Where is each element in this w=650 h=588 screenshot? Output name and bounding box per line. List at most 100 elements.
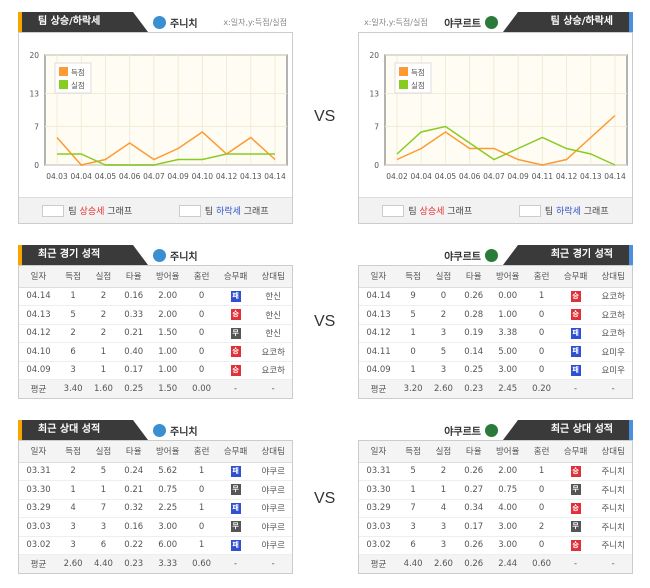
col-era: 방어율 (488, 441, 527, 463)
x-tick-label: 04.06 (459, 172, 481, 181)
cell-allowed: 2 (88, 324, 119, 343)
cell-runs: 3 (57, 536, 89, 555)
cell-hr: 2 (526, 517, 557, 537)
avg-hr: 0.60 (186, 554, 217, 573)
cell-avg: 0.33 (118, 305, 149, 325)
average-row: 평균 4.40 2.60 0.26 2.44 0.60- - (359, 554, 632, 573)
cell-allowed: 1 (88, 342, 119, 362)
cell-date: 04.11 (359, 342, 398, 362)
table-row: 04.09 3 1 0.17 1.00 0 승 요코하 (19, 361, 292, 380)
graph-icon (382, 205, 405, 218)
cell-hr: 0 (186, 342, 217, 362)
legend-label: 실점 (411, 80, 425, 90)
avg-allowed: 1.60 (88, 379, 119, 398)
result-badge: 무 (230, 484, 241, 496)
uptrend-graph-button[interactable]: 팀 상승세 그래프 (42, 204, 132, 218)
cell-result: 승 (556, 499, 595, 518)
team-name: 야쿠르트 (444, 248, 498, 263)
downtrend-graph-button[interactable]: 팀 하락세 그래프 (518, 204, 609, 218)
cell-runs: 5 (397, 305, 429, 325)
result-badge: 무 (570, 521, 581, 533)
cell-date: 03.31 (19, 462, 58, 481)
cell-result: 패 (216, 499, 255, 518)
x-tick-label: 04.09 (507, 172, 529, 181)
cell-era: 1.00 (488, 305, 527, 325)
section-title: 최근 경기 성적 (18, 245, 148, 265)
cell-result: 승 (556, 305, 595, 325)
cell-runs: 1 (397, 480, 429, 500)
table-row: 04.14 9 0 0.26 0.00 1 승 요코하 (359, 287, 632, 306)
cell-opponent: 한신 (254, 305, 292, 325)
series-line-score (56, 131, 276, 166)
cell-era: 1.00 (148, 361, 187, 380)
avg-runs: 3.40 (57, 379, 89, 398)
avg-avg: 0.23 (118, 554, 149, 573)
legend-swatch (399, 67, 408, 76)
cell-date: 04.13 (19, 305, 58, 325)
right-recent-panel: 최근 경기 성적 야쿠르트 일자 득점 실점 타율 방어율 홈런 승무패 상대팀 04.14 9 0… (358, 245, 633, 399)
cell-opponent: 요코하 (594, 287, 632, 306)
cell-hr: 1 (186, 462, 217, 481)
cell-avg: 0.40 (118, 342, 149, 362)
cell-date: 03.03 (19, 517, 58, 537)
cell-date: 04.12 (19, 324, 58, 343)
col-era: 방어율 (148, 266, 187, 288)
cell-era: 2.25 (148, 499, 187, 518)
col-runs: 득점 (57, 266, 89, 288)
cell-runs: 0 (397, 342, 429, 362)
cell-allowed: 6 (88, 536, 119, 555)
cell-result: 무 (216, 480, 255, 500)
avg-era: 1.50 (148, 379, 187, 398)
cell-opponent: 야쿠르 (254, 536, 292, 555)
result-badge: 승 (570, 290, 581, 302)
avg-runs: 3.20 (397, 379, 429, 398)
cell-result: 승 (216, 305, 255, 325)
result-badge: 무 (230, 327, 241, 339)
head-to-head-table: 일자 득점 실점 타율 방어율 홈런 승무패 상대팀 03.31 5 2 0.26 2.00 1 승 주니치 0… (359, 441, 632, 573)
cell-runs: 2 (57, 462, 89, 481)
col-allowed: 실점 (428, 266, 459, 288)
cell-opponent: 주니치 (594, 462, 632, 481)
section-title: 팀 상승/하락세 (18, 12, 148, 32)
cell-avg: 0.16 (118, 287, 149, 306)
col-hr: 홈런 (186, 441, 217, 463)
cell-hr: 0 (526, 361, 557, 380)
cell-runs: 5 (397, 462, 429, 481)
col-runs: 득점 (397, 441, 429, 463)
cell-avg: 0.21 (118, 324, 149, 343)
cell-date: 03.02 (359, 536, 398, 555)
cell-era: 3.00 (148, 517, 187, 537)
cell-runs: 6 (397, 536, 429, 555)
team-logo-icon (153, 424, 166, 437)
uptrend-graph-button[interactable]: 팀 상승세 그래프 (382, 204, 472, 218)
x-tick-label: 04.05 (435, 172, 457, 181)
cell-result: 승 (556, 462, 595, 481)
cell-opponent: 야쿠르 (254, 499, 292, 518)
result-badge: 패 (230, 290, 241, 302)
cell-opponent: 주니치 (594, 480, 632, 500)
downtrend-graph-button[interactable]: 팀 하락세 그래프 (178, 204, 269, 218)
head-to-head-table: 일자 득점 실점 타율 방어율 홈런 승무패 상대팀 03.31 2 5 0.24 5.62 1 패 야쿠르 0… (19, 441, 292, 573)
result-badge: 승 (230, 346, 241, 358)
table-row: 04.12 2 2 0.21 1.50 0 무 한신 (19, 324, 292, 343)
cell-avg: 0.21 (118, 480, 149, 500)
col-date: 일자 (359, 441, 398, 463)
right-h2h-panel: 최근 상대 성적 야쿠르트 일자 득점 실점 타율 방어율 홈런 승무패 상대팀 03.31 5 2… (358, 420, 633, 574)
cell-avg: 0.26 (458, 462, 489, 481)
table-row: 04.09 1 3 0.25 3.00 0 패 요미우 (359, 361, 632, 380)
result-badge: 패 (230, 465, 241, 477)
section-title: 최근 경기 성적 (503, 245, 633, 265)
team-name: 주니치 (153, 248, 198, 263)
y-tick-label: 0 (34, 161, 39, 170)
result-badge: 패 (570, 364, 581, 376)
graph-icon (42, 205, 65, 218)
cell-date: 04.13 (359, 305, 398, 325)
col-opponent: 상대팀 (254, 266, 292, 288)
table-row: 03.02 6 3 0.26 3.00 0 승 주니치 (359, 536, 632, 555)
graph-toggle-bar: 팀 상승세 그래프 팀 하락세 그래프 (19, 197, 292, 223)
col-hr: 홈런 (526, 441, 557, 463)
col-allowed: 실점 (428, 441, 459, 463)
table-row: 04.14 1 2 0.16 2.00 0 패 한신 (19, 287, 292, 306)
cell-runs: 9 (397, 287, 429, 306)
x-tick-label: 04.11 (532, 172, 554, 181)
